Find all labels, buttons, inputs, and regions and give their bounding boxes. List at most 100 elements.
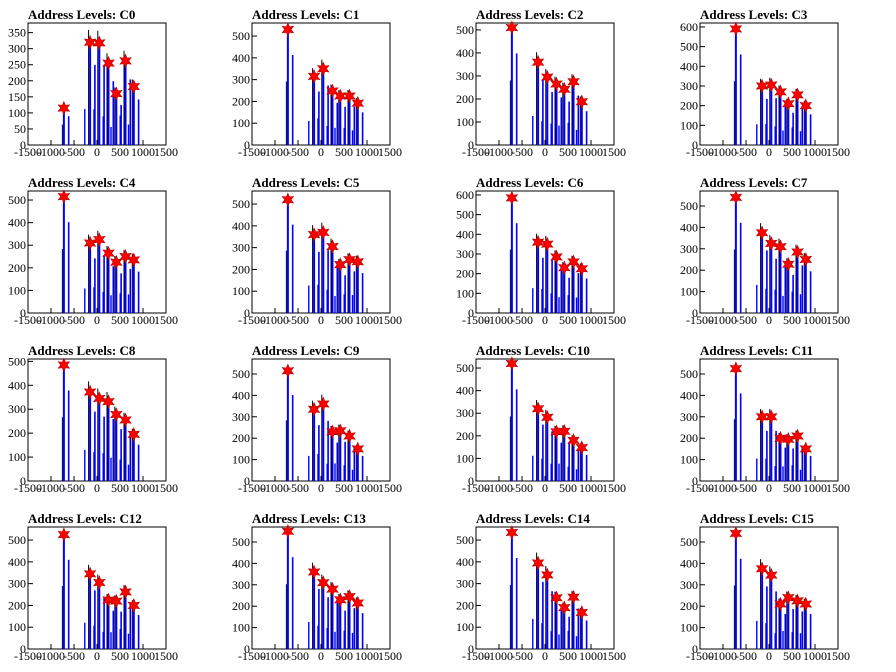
chart-1-xtick-label: 0: [318, 145, 324, 159]
chart-7-bin-bar: [766, 250, 768, 313]
chart-7-peak-star: [765, 236, 778, 251]
chart-6-xtick-label: -500: [511, 313, 533, 327]
chart-10-bin-bar: [563, 431, 566, 481]
chart-12-ytick-label: 500: [8, 533, 26, 547]
chart-0-ytick-label: 300: [8, 42, 26, 56]
chart-1-ytick-label: 100: [232, 116, 250, 130]
chart-1-peak-star: [343, 88, 356, 104]
chart-14-bin-bar: [551, 591, 553, 649]
chart-9-bin-bar: [356, 448, 359, 481]
chart-13-ytick-label: 200: [232, 599, 250, 613]
chart-7-bin-bar: [779, 246, 782, 313]
chart-14-bin-bar: [537, 562, 540, 649]
chart-10-xtick-label: -500: [511, 481, 533, 495]
chart-7-title: Address Levels: C7: [700, 175, 808, 190]
chart-2-bin-bar: [546, 77, 549, 145]
chart-15-bin-bar: [770, 575, 773, 649]
chart-4-bin-bar: [67, 222, 70, 313]
chart-0-bin-bar: [119, 115, 121, 145]
chart-1-ytick-label: 200: [232, 94, 250, 108]
chart-9-ytick-label: 0: [244, 474, 250, 488]
chart-11-bin-bar: [804, 448, 807, 481]
chart-3-peak-star: [799, 98, 813, 113]
chart-1-title: Address Levels: C1: [252, 7, 359, 22]
chart-12-bin-bar: [115, 601, 118, 649]
chart-14-bin-bar: [542, 581, 544, 649]
chart-14-title: Address Levels: C14: [476, 511, 590, 526]
chart-7-ytick-label: 500: [680, 199, 698, 213]
chart-3-bin-bar: [761, 85, 764, 145]
chart-7-ytick-label: 400: [680, 220, 698, 234]
chart-12-bin-bar: [110, 632, 112, 649]
chart-3-xtick-label: -1000: [709, 145, 737, 159]
chart-14-ytick-label: 100: [456, 620, 474, 634]
chart-3-bin-bar: [787, 103, 790, 145]
chart-13-xtick-label: 1000: [355, 649, 379, 663]
chart-11-ytick-label: 200: [680, 431, 698, 445]
chart-14-xtick-label: -500: [511, 649, 533, 663]
chart-12-title: Address Levels: C12: [28, 511, 142, 526]
chart-12-ytick-label: 300: [8, 577, 26, 591]
chart-12-xtick-label: -500: [63, 649, 85, 663]
chart-13-xtick-label: 500: [335, 649, 353, 663]
chart-4-bin-bar: [112, 266, 115, 313]
chart-8-xtick-label: 500: [111, 481, 129, 495]
chart-7-bin-bar: [739, 222, 742, 313]
chart-12-bin-bar: [93, 625, 95, 649]
chart-14-bin-bar: [555, 597, 558, 649]
chart-9-xtick-label: -500: [287, 481, 309, 495]
chart-5-bin-bar: [291, 224, 294, 313]
chart-10-bin-bar: [558, 463, 560, 481]
chart-10-xtick-label: -1500: [462, 481, 490, 495]
chart-12-peak-star: [127, 598, 141, 613]
chart-6-peak-star: [531, 234, 545, 250]
chart-3-peak-star: [791, 87, 804, 103]
chart-11-plot-frame: [699, 358, 839, 482]
chart-9-peak-star: [307, 402, 321, 417]
chart-10-bin-bar: [572, 440, 575, 481]
chart-11-ytick-label: 100: [680, 453, 698, 467]
chart-14-ytick-label: 300: [456, 577, 474, 591]
chart-10-bin-bar: [560, 442, 563, 481]
chart-13-bin-bar: [334, 631, 336, 649]
chart-13-ytick-label: 100: [232, 621, 250, 635]
chart-14: Address Levels: C14 0 100 200 300 400 500 -1500…: [456, 511, 626, 663]
chart-4-xtick-label: 1000: [131, 313, 155, 327]
chart-2-ytick-label: 200: [456, 92, 474, 106]
chart-3-xtick-label: -500: [735, 145, 757, 159]
chart-4-ytick-label: 500: [8, 193, 26, 207]
chart-4-bin-bar: [98, 239, 101, 313]
chart-5-xtick-label: 1000: [355, 313, 379, 327]
chart-0-xtick-label: 1000: [131, 145, 155, 159]
chart-2-bin-bar: [575, 129, 578, 145]
chart-12: Address Levels: C12 0 100 200 300 400 500 -1500…: [8, 511, 178, 663]
chart-11-bin-bar: [765, 458, 767, 481]
chart-11: Address Levels: C11 0 100 200 300 400 500 -1500…: [680, 343, 850, 495]
chart-1-bin-bar: [351, 130, 354, 145]
chart-2-xtick-label: -1000: [485, 145, 513, 159]
chart-7-xtick-label: -1000: [709, 313, 737, 327]
chart-15-ytick-label: 100: [680, 621, 698, 635]
chart-11-bin-bar: [809, 455, 812, 481]
chart-2-peak-star: [567, 74, 580, 89]
chart-0-bin-bar: [129, 79, 132, 145]
chart-14-bin-bar: [558, 634, 560, 649]
chart-2-peak-star: [575, 94, 589, 109]
chart-6-bin-bar: [567, 295, 569, 313]
chart-12-bin-bar: [112, 610, 115, 649]
chart-14-peak-star: [575, 605, 589, 620]
chart-1-peak-star: [326, 83, 339, 99]
chart-5-bin-bar: [317, 284, 319, 313]
chart-11-ytick-label: 400: [680, 388, 698, 402]
chart-7-bin-bar: [734, 197, 737, 313]
chart-3-peak-star: [729, 21, 743, 37]
chart-10-bin-bar: [555, 431, 558, 481]
chart-7-xtick-label: 1000: [803, 313, 827, 327]
chart-10-bin-bar: [546, 417, 549, 481]
chart-7-peak-star: [799, 252, 813, 267]
chart-1-xtick-label: 1000: [355, 145, 379, 159]
chart-3-title: Address Levels: C3: [700, 7, 808, 22]
chart-2-ytick-label: 400: [456, 46, 474, 60]
chart-3-ytick-label: 600: [680, 20, 698, 34]
chart-4-title: Address Levels: C4: [28, 175, 136, 190]
